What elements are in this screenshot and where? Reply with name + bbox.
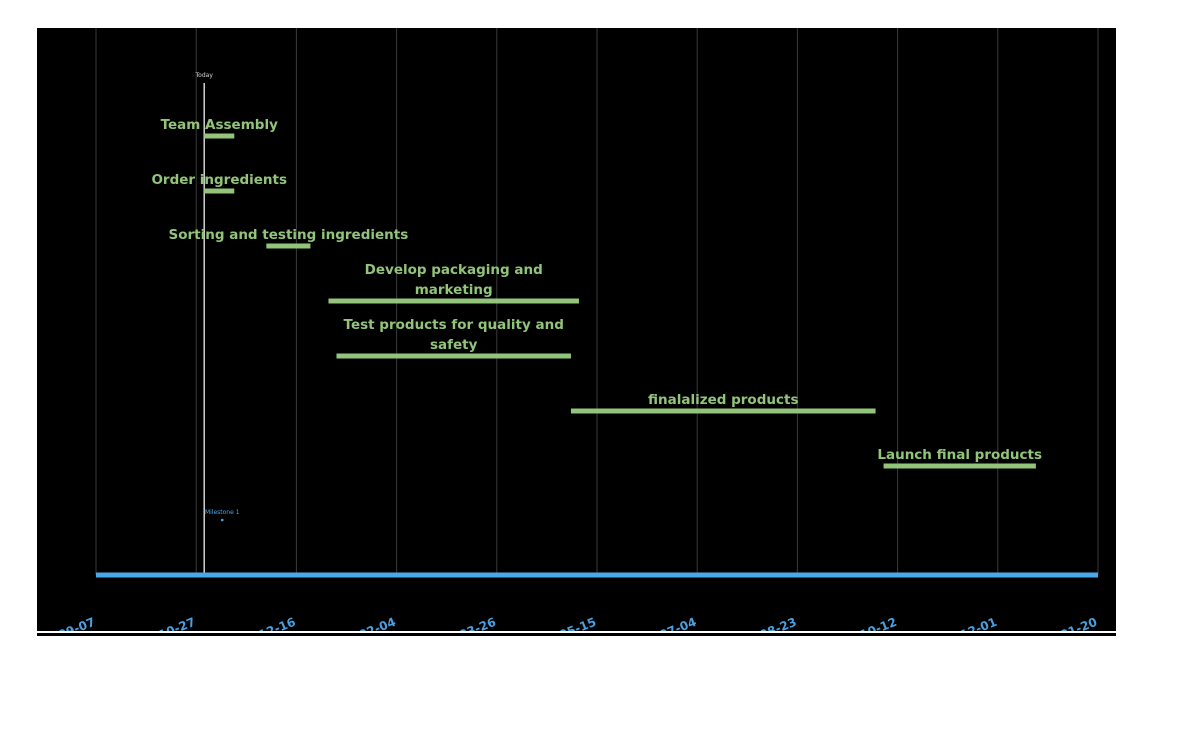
task-label-5-line-0: finalalized products xyxy=(648,392,798,408)
milestones: Milestone 1 xyxy=(205,509,240,522)
tick-label-8: 2019-10-12 xyxy=(822,615,898,631)
task-label-6: Launch final products xyxy=(877,447,1042,463)
task-label-3-line-1: marketing xyxy=(415,282,493,298)
task-label-4-line-1: safety xyxy=(430,337,478,353)
tick-label-7: 2019-08-23 xyxy=(722,615,798,631)
task-label-2-line-0: Sorting and testing ingredients xyxy=(169,227,409,243)
task-label-0-line-0: Team Assembly xyxy=(161,117,278,133)
today-label: Today xyxy=(195,72,214,79)
tick-label-1: 2018-10-27 xyxy=(121,615,197,631)
gantt-chart: Today Team Assembly Order ingredients Sort… xyxy=(21,28,1099,657)
task-label-3-line-0: Develop packaging and xyxy=(365,262,543,278)
task-bar-1 xyxy=(204,188,235,194)
tick-label-2: 2018-12-16 xyxy=(221,615,297,631)
bottom-rule xyxy=(37,633,1116,636)
grid-lines xyxy=(95,28,1099,575)
time-axis: 2018-09-07 2018-10-27 2018-12-16 2019-02-04… xyxy=(21,572,1099,657)
task-label-3: Develop packaging and marketing xyxy=(365,262,543,298)
milestone-label-0: Milestone 1 xyxy=(205,509,240,516)
tick-label-3: 2019-02-04 xyxy=(321,615,397,631)
task-bar-2 xyxy=(266,243,311,249)
task-label-1: Order ingredients xyxy=(151,172,287,188)
task-label-2: Sorting and testing ingredients xyxy=(169,227,409,243)
tick-label-10: 2020-01-20 xyxy=(1023,615,1099,631)
today-marker: Today xyxy=(195,72,214,575)
task-label-4-line-0: Test products for quality and xyxy=(344,317,564,333)
task-bar-4 xyxy=(336,353,571,359)
task-bar-5 xyxy=(570,408,876,414)
tick-label-6: 2019-07-04 xyxy=(622,615,698,631)
task-bar-3 xyxy=(328,298,579,304)
tick-label-0: 2018-09-07 xyxy=(37,615,97,631)
task-label-0: Team Assembly xyxy=(161,117,278,133)
gantt-chart-panel: Today Team Assembly Order ingredients Sort… xyxy=(21,28,1116,657)
task-label-1-line-0: Order ingredients xyxy=(151,172,287,188)
tasks: Team Assembly Order ingredients Sorting an… xyxy=(151,117,1042,469)
task-label-4: Test products for quality and safety xyxy=(344,317,564,353)
task-label-5: finalalized products xyxy=(648,392,798,408)
task-label-6-line-0: Launch final products xyxy=(877,447,1042,463)
task-bar-6 xyxy=(883,463,1036,469)
time-axis-bar xyxy=(96,572,1098,578)
task-bar-0 xyxy=(204,133,235,139)
milestone-marker-0 xyxy=(220,518,224,522)
tick-label-5: 2019-05-15 xyxy=(522,615,598,631)
tick-label-9: 2019-12-01 xyxy=(923,615,999,631)
tick-label-4: 2019-03-26 xyxy=(422,615,498,631)
